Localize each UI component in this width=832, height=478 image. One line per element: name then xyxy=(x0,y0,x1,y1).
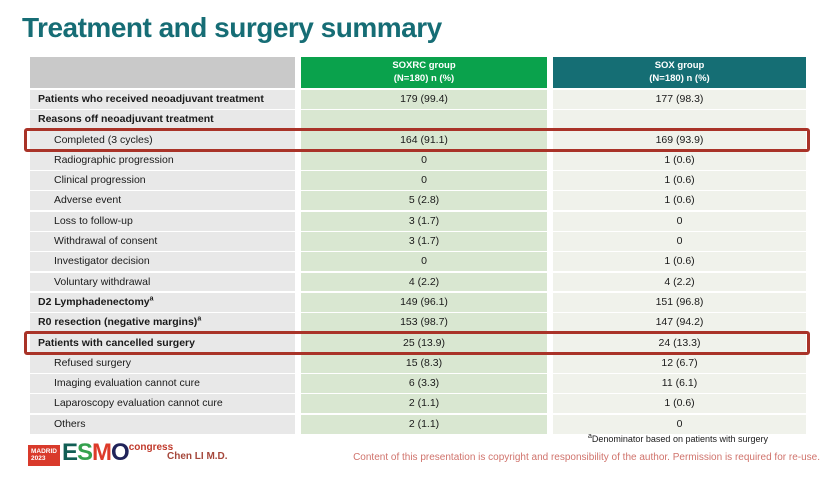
table-row: Clinical progression 0 1 (0.6) xyxy=(30,171,806,190)
table-row: D2 Lymphadenectomya 149 (96.1) 151 (96.8) xyxy=(30,292,806,312)
sox-value: 1 (0.6) xyxy=(553,394,806,414)
soxrc-header-line1: SOXRC group xyxy=(392,60,456,72)
sox-value: 151 (96.8) xyxy=(553,292,806,312)
footnote: aDenominator based on patients with surg… xyxy=(587,433,768,444)
esmo-letter: O xyxy=(111,439,130,466)
copyright-notice: Content of this presentation is copyrigh… xyxy=(353,452,820,463)
slide-title: Treatment and surgery summary xyxy=(22,12,442,43)
table-row: Withdrawal of consent 3 (1.7) 0 xyxy=(30,232,806,251)
row-label: Others xyxy=(30,414,295,434)
row-label: Refused surgery xyxy=(30,353,295,373)
table-row: Patients with cancelled surgery 25 (13.9)… xyxy=(24,330,810,356)
sox-header-line1: SOX group xyxy=(654,60,705,72)
sox-value: 147 (94.2) xyxy=(553,313,806,333)
table-row: Adverse event 5 (2.8) 1 (0.6) xyxy=(30,191,806,211)
soxrc-value: 179 (99.4) xyxy=(301,90,547,109)
soxrc-value: 0 xyxy=(301,150,547,170)
soxrc-value: 6 (3.3) xyxy=(301,374,547,393)
soxrc-header-line2: (N=180) n (%) xyxy=(393,72,455,84)
table-row: Others 2 (1.1) 0 xyxy=(30,414,806,434)
madrid-2023-badge: MADRID 2023 xyxy=(28,445,60,466)
row-label: D2 Lymphadenectomya xyxy=(30,292,295,312)
sox-value: 11 (6.1) xyxy=(553,374,806,393)
soxrc-value: 0 xyxy=(301,171,547,190)
sox-value: 4 (2.2) xyxy=(553,272,806,292)
row-label: R0 resection (negative margins)a xyxy=(30,313,295,333)
table-row: Investigator decision 0 1 (0.6) xyxy=(30,252,806,272)
congress-label: congress xyxy=(128,442,174,453)
row-label: Investigator decision xyxy=(30,252,295,272)
sox-value: 0 xyxy=(553,232,806,251)
soxrc-value: 4 (2.2) xyxy=(301,272,547,292)
esmo-congress-logo: MADRID 2023 ESMO congress xyxy=(28,441,173,466)
esmo-letter: S xyxy=(77,439,93,466)
table-row: Loss to follow-up 3 (1.7) 0 xyxy=(30,211,806,231)
table-row: Reasons off neoadjuvant treatment xyxy=(30,110,806,130)
sox-value: 1 (0.6) xyxy=(553,150,806,170)
table-header-row: SOXRC group (N=180) n (%) SOX group (N=1… xyxy=(30,57,806,88)
sox-value: 169 (93.9) xyxy=(553,130,806,150)
madrid-label: MADRID xyxy=(31,448,57,455)
table-row: Voluntary withdrawal 4 (2.2) 4 (2.2) xyxy=(30,272,806,292)
table-row: Laparoscopy evaluation cannot cure 2 (1.1… xyxy=(30,394,806,414)
row-label: Completed (3 cycles) xyxy=(30,130,295,150)
table-row: Patients who received neoadjuvant treatm… xyxy=(30,90,806,109)
row-label: Clinical progression xyxy=(30,171,295,190)
sox-value xyxy=(553,110,806,130)
table-row: R0 resection (negative margins)a 153 (98.… xyxy=(30,313,806,333)
table-row: Imaging evaluation cannot cure 6 (3.3) 11 … xyxy=(30,374,806,393)
header-soxrc-group: SOXRC group (N=180) n (%) xyxy=(301,57,547,88)
row-label: Laparoscopy evaluation cannot cure xyxy=(30,394,295,414)
table-row: Refused surgery 15 (8.3) 12 (6.7) xyxy=(30,353,806,373)
footnote-text: Denominator based on patients with surge… xyxy=(591,434,768,444)
sox-value: 24 (13.3) xyxy=(553,333,806,353)
esmo-logo-text: ESMO xyxy=(62,439,130,466)
esmo-letter: M xyxy=(92,439,112,466)
soxrc-value: 3 (1.7) xyxy=(301,211,547,231)
soxrc-value: 164 (91.1) xyxy=(301,130,547,150)
row-label: Radiographic progression xyxy=(30,150,295,170)
sox-value: 0 xyxy=(553,414,806,434)
sox-value: 1 (0.6) xyxy=(553,252,806,272)
footnote-superscript: a xyxy=(587,433,592,440)
row-label: Imaging evaluation cannot cure xyxy=(30,374,295,393)
sox-value: 0 xyxy=(553,211,806,231)
soxrc-value: 2 (1.1) xyxy=(301,414,547,434)
sox-value: 1 (0.6) xyxy=(553,191,806,211)
sox-value: 177 (98.3) xyxy=(553,90,806,109)
soxrc-value: 15 (8.3) xyxy=(301,353,547,373)
row-label: Reasons off neoadjuvant treatment xyxy=(30,110,295,130)
row-label: Adverse event xyxy=(30,191,295,211)
soxrc-value: 3 (1.7) xyxy=(301,232,547,251)
row-label: Loss to follow-up xyxy=(30,211,295,231)
sox-header-line2: (N=180) n (%) xyxy=(649,72,710,84)
soxrc-value: 0 xyxy=(301,252,547,272)
sox-value: 1 (0.6) xyxy=(553,171,806,190)
esmo-letter: E xyxy=(62,439,78,466)
soxrc-value: 5 (2.8) xyxy=(301,191,547,211)
table-row: Completed (3 cycles) 164 (91.1) 169 (93.9) xyxy=(24,127,810,153)
header-empty-cell xyxy=(30,57,295,88)
summary-table: SOXRC group (N=180) n (%) SOX group (N=1… xyxy=(24,57,810,435)
year-label: 2023 xyxy=(31,455,46,463)
row-label: Patients who received neoadjuvant treatm… xyxy=(30,90,295,109)
soxrc-value: 153 (98.7) xyxy=(301,313,547,333)
soxrc-value: 25 (13.9) xyxy=(301,333,547,353)
row-label: Withdrawal of consent xyxy=(30,232,295,251)
row-label: Patients with cancelled surgery xyxy=(30,333,295,353)
row-label: Voluntary withdrawal xyxy=(30,272,295,292)
table-row: Radiographic progression 0 1 (0.6) xyxy=(30,150,806,170)
soxrc-value: 2 (1.1) xyxy=(301,394,547,414)
sox-value: 12 (6.7) xyxy=(553,353,806,373)
soxrc-value: 149 (96.1) xyxy=(301,292,547,312)
soxrc-value xyxy=(301,110,547,130)
presenter-name: Chen LI M.D. xyxy=(167,451,228,462)
header-sox-group: SOX group (N=180) n (%) xyxy=(553,57,806,88)
table-body: Patients who received neoadjuvant treatm… xyxy=(24,90,810,434)
